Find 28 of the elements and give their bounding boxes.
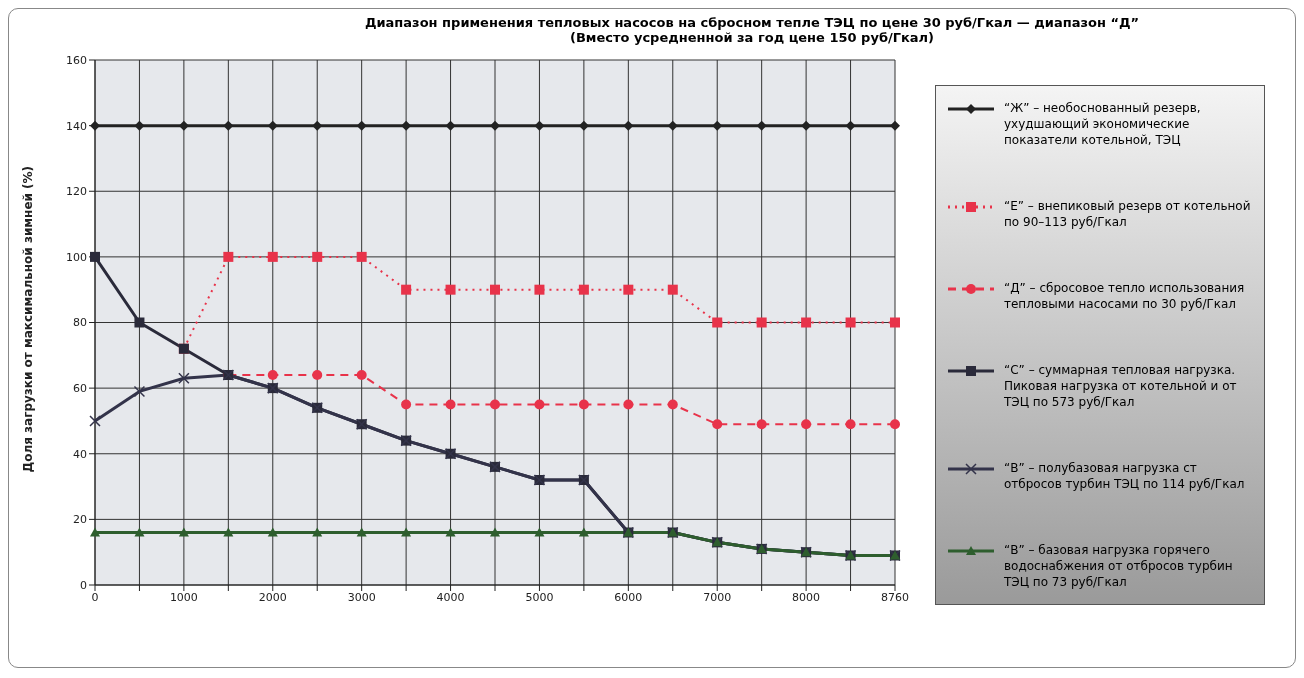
chart-title: Диапазон применения тепловых насосов на сбросном тепле ТЭЦ по цене 30 руб/Гкал — диапазон “Д” (363, 15, 1141, 30)
x-tick-label: 8760 (881, 590, 909, 604)
y-tick-label: 160 (66, 53, 87, 67)
x-tick-label: 2000 (258, 590, 287, 604)
y-tick-label: 60 (73, 382, 87, 396)
y-tick-label: 20 (73, 513, 87, 527)
x-tick-label: 6000 (614, 590, 643, 604)
y-tick-label: 120 (66, 185, 87, 199)
y-axis-title: Доля загрузки от максимальной зимней (%) (21, 165, 36, 473)
legend-label: “С” – суммарная тепловая нагрузка. Пиковая нагрузка от котельной и от ТЭЦ по 573 руб/Гкал (1004, 362, 1238, 410)
legend-label: “В” – полубазовая нагрузка ст отбросов турбин ТЭЦ по 114 руб/Гкал (1004, 460, 1246, 492)
legend-label: “Д” – сбросовое тепло использования тепловыми насосами по 30 руб/Гкал (1004, 280, 1246, 312)
x-tick-label: 1000 (169, 590, 198, 604)
legend-label: “Е” – внепиковый резерв от котельной по 90–113 руб/Гкал (1004, 198, 1252, 230)
y-tick-label: 80 (73, 316, 87, 330)
chart-subtitle: (Вместо усредненной за год цене 150 руб/Гкал) (568, 30, 936, 45)
legend-label: “Ж” – необоснованный резерв, ухудшающий экономические показатели котельной, ТЭЦ (1004, 100, 1202, 148)
y-tick-label: 140 (66, 119, 87, 133)
x-tick-label: 5000 (525, 590, 554, 604)
x-tick-label: 0 (91, 590, 99, 604)
x-tick-label: 3000 (347, 590, 376, 604)
x-tick-label: 7000 (703, 590, 732, 604)
y-tick-label: 40 (73, 447, 87, 461)
x-tick-label: 4000 (436, 590, 465, 604)
x-tick-label: 8000 (792, 590, 821, 604)
legend-label: “В” – базовая нагрузка горячего водоснабжения от отбросов турбин ТЭЦ по 73 руб/Гкал (1004, 542, 1234, 590)
y-tick-label: 100 (66, 250, 87, 264)
y-tick-label: 0 (80, 578, 87, 592)
